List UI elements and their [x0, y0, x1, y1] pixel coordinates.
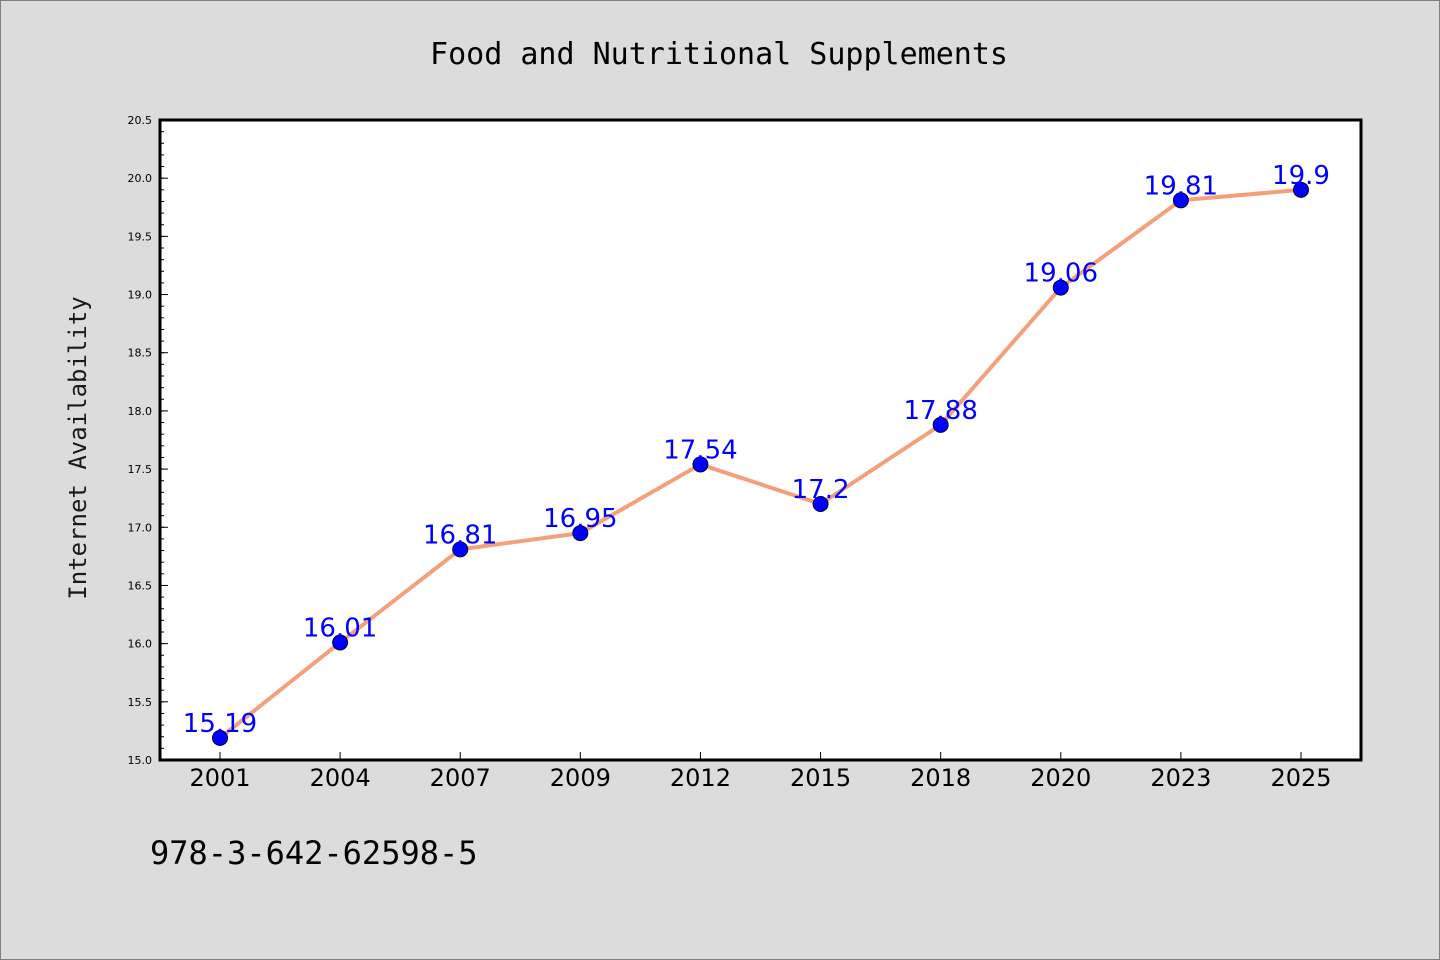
- data-point: [692, 456, 709, 473]
- data-point: [1172, 192, 1189, 209]
- data-point: [572, 525, 589, 542]
- data-labels-group: 15.19 16.01 16.81 16.95 17.54 17.2 17.88 19.06 1…: [183, 161, 1330, 739]
- data-point: [212, 729, 228, 746]
- x-tick-label: 2015: [790, 764, 851, 792]
- x-tick-label: 2018: [910, 764, 971, 792]
- data-label: 15.19: [183, 709, 257, 739]
- x-tick-label: 2001: [189, 764, 250, 792]
- chart-title: Food and Nutritional Supplements: [430, 37, 1008, 72]
- y-axis: 15.0 15.5 16.0 16.5 17.0 17.5 18.0 18.5 19.0 19.5…: [128, 114, 168, 767]
- data-label: 17.2: [792, 475, 850, 505]
- x-tick-label: 2009: [550, 764, 611, 792]
- series-line: [218, 187, 1303, 740]
- y-tick-label: 17.0: [128, 521, 153, 534]
- y-axis-label: Internet Availability: [64, 296, 92, 599]
- x-tick-label: 2020: [1030, 764, 1091, 792]
- y-tick-label: 20.0: [128, 172, 153, 185]
- data-label: 16.95: [543, 504, 617, 534]
- y-tick-label: 15.5: [128, 696, 153, 709]
- y-tick-label: 19.0: [128, 289, 153, 302]
- y-tick-label: 16.0: [128, 638, 153, 651]
- x-tick-label: 2007: [430, 764, 491, 792]
- data-point: [812, 496, 829, 512]
- data-label: 17.54: [663, 435, 737, 465]
- data-point: [452, 541, 469, 558]
- x-tick-label: 2025: [1270, 764, 1331, 792]
- x-tick-label: 2023: [1150, 764, 1211, 792]
- data-label: 16.81: [423, 520, 497, 550]
- y-tick-label: 18.0: [128, 405, 153, 418]
- data-label: 19.81: [1144, 171, 1218, 201]
- y-tick-label: 18.5: [128, 347, 153, 360]
- x-tick-label: 2004: [310, 764, 371, 792]
- data-point: [1293, 181, 1309, 198]
- x-tick-label: 2012: [670, 764, 731, 792]
- data-label: 16.01: [303, 613, 377, 643]
- y-tick-label: 19.5: [128, 230, 153, 243]
- data-point: [1052, 279, 1069, 296]
- data-label: 19.9: [1272, 161, 1330, 191]
- y-tick-label: 20.5: [128, 114, 153, 127]
- series-group: [212, 181, 1309, 746]
- y-tick-label: 15.0: [128, 754, 153, 767]
- data-label: 19.06: [1024, 259, 1098, 289]
- data-label: 17.88: [903, 396, 977, 426]
- y-tick-label: 16.5: [128, 579, 153, 592]
- data-point: [332, 634, 349, 651]
- footer-isbn: 978-3-642-62598-5: [150, 834, 478, 872]
- plot-area: [158, 118, 1363, 762]
- y-tick-label: 17.5: [128, 463, 153, 476]
- x-axis: 2001 2004 2007 2009 2012 2015 2018 2020 2023 2025: [189, 752, 1332, 792]
- data-point: [932, 416, 949, 433]
